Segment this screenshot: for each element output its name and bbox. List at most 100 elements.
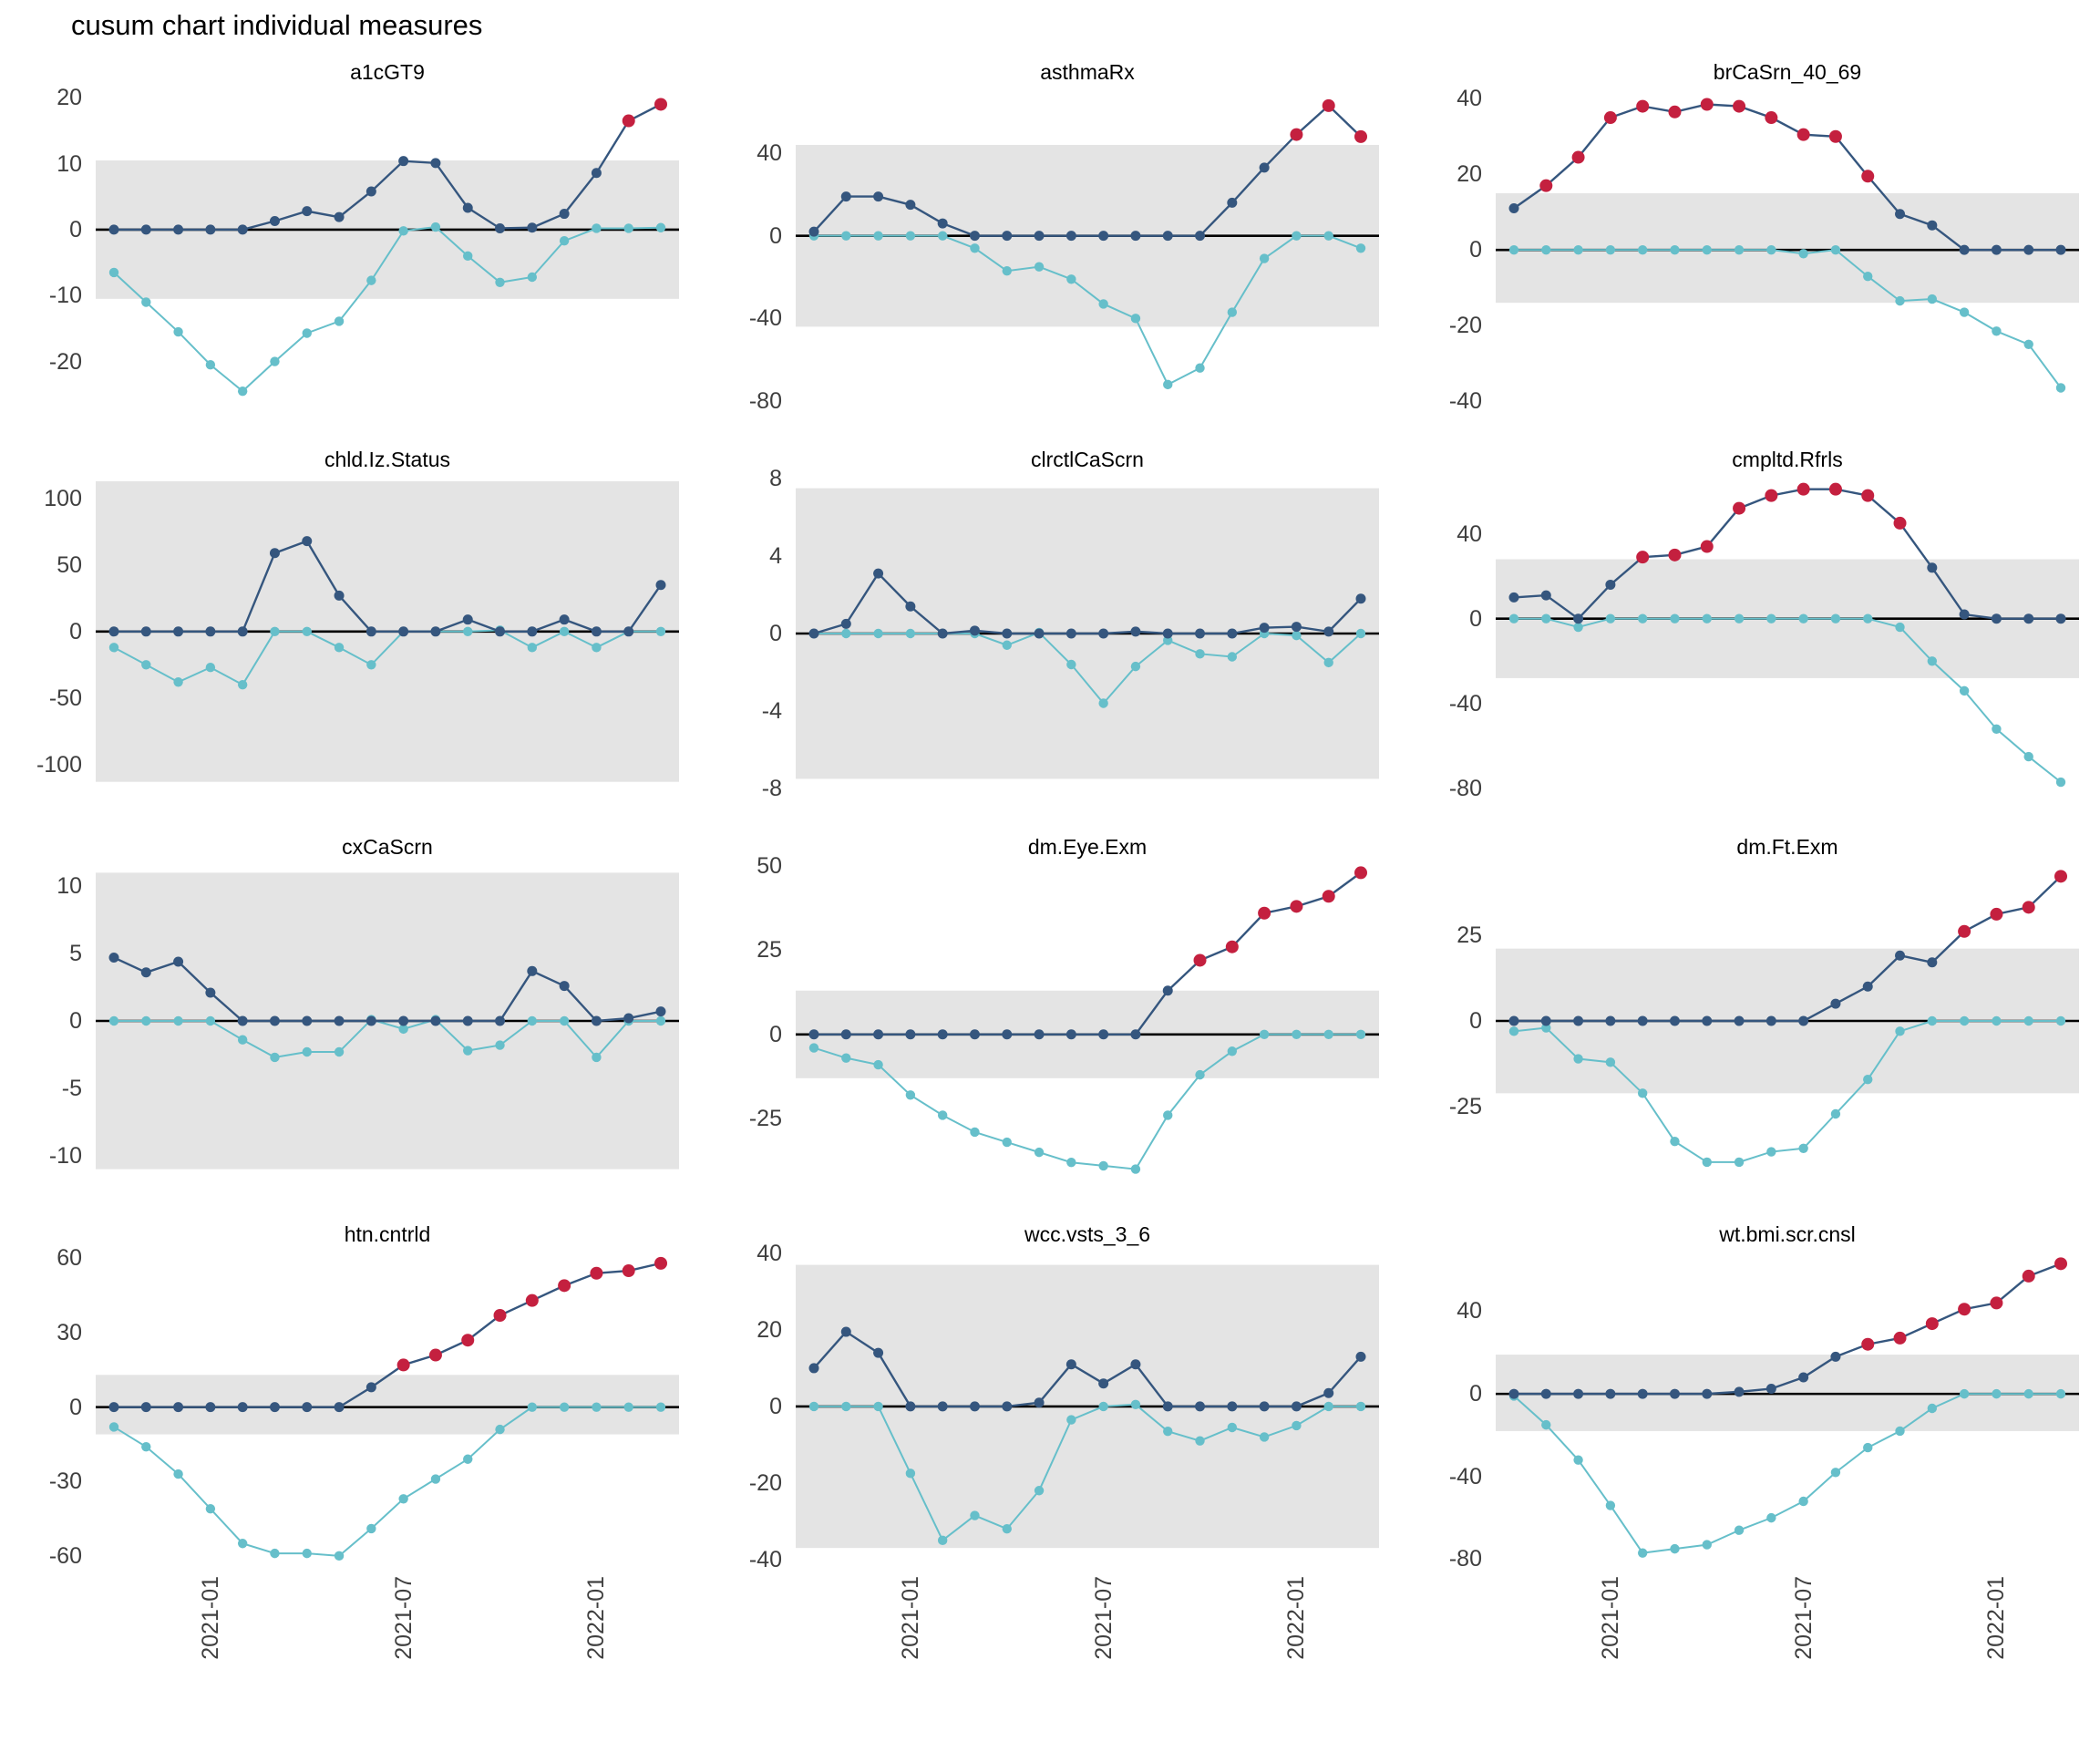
- facet-plot-area: [796, 479, 1379, 788]
- facet-title: cmpltd.Rfrls: [1732, 448, 1843, 471]
- signal-point: [622, 1264, 635, 1278]
- upper-cusum-point: [559, 981, 570, 992]
- upper-cusum-point: [462, 614, 473, 625]
- upper-cusum-point: [840, 618, 851, 629]
- signal-point: [1861, 489, 1875, 502]
- lower-cusum-point: [1292, 630, 1302, 641]
- signal-point: [428, 1348, 442, 1362]
- signal-point: [1958, 924, 1971, 938]
- x-axis-tick-label: 2021-07: [1090, 1576, 1117, 1660]
- lower-cusum-point: [141, 1015, 151, 1026]
- lower-cusum-point: [937, 231, 948, 241]
- lower-cusum-point: [1927, 1015, 1938, 1026]
- upper-cusum-point: [398, 156, 409, 167]
- upper-cusum-point: [365, 1382, 376, 1393]
- upper-cusum-point: [173, 626, 184, 637]
- upper-cusum-point: [365, 1015, 376, 1026]
- lower-cusum-point: [937, 1535, 948, 1546]
- lower-cusum-point: [366, 660, 376, 670]
- upper-cusum-point: [1065, 1359, 1076, 1370]
- y-axis-tick-label: -80: [1448, 1546, 1482, 1572]
- lower-cusum-point: [1066, 274, 1076, 284]
- upper-cusum-point: [1259, 162, 1270, 173]
- upper-cusum-point: [808, 226, 819, 237]
- lower-cusum-point: [1605, 1500, 1616, 1510]
- y-axis-tick-label: -10: [48, 1142, 82, 1169]
- upper-cusum-point: [969, 1029, 980, 1040]
- upper-cusum-point: [1669, 1015, 1680, 1026]
- lower-cusum-point: [1895, 295, 1905, 306]
- control-limit-band: [1496, 192, 2079, 304]
- x-axis-tick-label: 2022-01: [583, 1576, 610, 1660]
- upper-cusum-line: [113, 956, 662, 1023]
- upper-cusum-line: [813, 572, 1362, 635]
- signal-point: [1354, 129, 1367, 143]
- lower-cusum-point: [302, 1046, 312, 1057]
- upper-cusum-point: [334, 1015, 345, 1026]
- signal-point: [1828, 129, 1842, 143]
- lower-cusum-point: [559, 1402, 570, 1412]
- x-axis-tick-label: 2022-01: [1983, 1576, 2010, 1660]
- upper-cusum-point: [1291, 622, 1302, 633]
- signal-point: [1796, 128, 1810, 141]
- upper-cusum-line: [813, 104, 1362, 237]
- upper-cusum-point: [205, 626, 216, 637]
- signal-point: [1700, 98, 1714, 111]
- lower-cusum-point: [1605, 613, 1616, 624]
- lower-cusum-point: [2023, 1388, 2033, 1399]
- upper-cusum-point: [462, 1015, 473, 1026]
- facet-title: dm.Eye.Exm: [1027, 835, 1148, 859]
- y-axis-tick-label: -10: [48, 283, 82, 309]
- lower-cusum-point: [398, 1024, 408, 1035]
- lower-cusum-line: [1514, 249, 2062, 389]
- lower-cusum-point: [1355, 243, 1366, 253]
- upper-cusum-point: [527, 222, 538, 233]
- y-axis-tick-label: -40: [748, 1546, 782, 1572]
- lower-cusum-point: [398, 226, 408, 236]
- lower-cusum-point: [873, 231, 883, 241]
- upper-cusum-point: [1895, 209, 1906, 220]
- lower-cusum-point: [1002, 1137, 1012, 1148]
- y-axis-tick-label: -80: [748, 388, 782, 414]
- y-axis-tick-label: 25: [757, 937, 782, 964]
- lower-cusum-point: [1959, 1388, 1970, 1399]
- lower-cusum-point: [270, 626, 280, 637]
- cusum-chart: [796, 98, 1379, 390]
- lower-cusum-point: [1002, 1524, 1012, 1534]
- facet-panel: cmpltd.Rfrls 40 0 -40 -80: [1400, 435, 2100, 822]
- upper-cusum-point: [1508, 592, 1519, 603]
- upper-cusum-point: [1605, 1015, 1616, 1026]
- lower-cusum-point: [1195, 1069, 1205, 1080]
- lower-cusum-point: [237, 1539, 248, 1549]
- signal-point: [1925, 1317, 1939, 1331]
- upper-cusum-point: [140, 967, 151, 978]
- lower-cusum-line: [814, 234, 1362, 386]
- x-axis-tick-label: 2021-01: [1597, 1576, 1623, 1660]
- upper-cusum-point: [623, 626, 634, 637]
- lower-cusum-point: [1508, 613, 1519, 624]
- signal-point: [1225, 940, 1239, 953]
- signal-point: [1733, 99, 1746, 113]
- facet-panel: dm.Eye.Exm 50 25 0 -25: [700, 822, 1400, 1210]
- upper-cusum-point: [1605, 579, 1616, 590]
- lower-cusum-point: [2055, 777, 2066, 788]
- upper-cusum-point: [1130, 1029, 1141, 1040]
- lower-cusum-point: [1259, 1432, 1270, 1442]
- upper-cusum-line: [1513, 103, 2061, 252]
- lower-cusum-line: [814, 631, 1362, 706]
- lower-cusum-point: [1992, 1388, 2002, 1399]
- lower-cusum-point: [1798, 613, 1808, 624]
- lower-cusum-point: [1959, 685, 1970, 696]
- upper-cusum-point: [302, 1015, 313, 1026]
- upper-cusum-point: [495, 1015, 506, 1026]
- lower-cusum-point: [1798, 1496, 1808, 1507]
- y-axis-tick-label: 50: [57, 551, 82, 578]
- lower-cusum-line: [1514, 617, 2062, 783]
- upper-cusum-point: [591, 168, 602, 179]
- lower-cusum-point: [173, 326, 183, 337]
- facet-plot-area: [96, 479, 679, 788]
- upper-cusum-point: [140, 1402, 151, 1413]
- cusum-chart: [1496, 1257, 2079, 1558]
- signal-point: [1290, 900, 1303, 913]
- upper-cusum-point: [937, 218, 948, 229]
